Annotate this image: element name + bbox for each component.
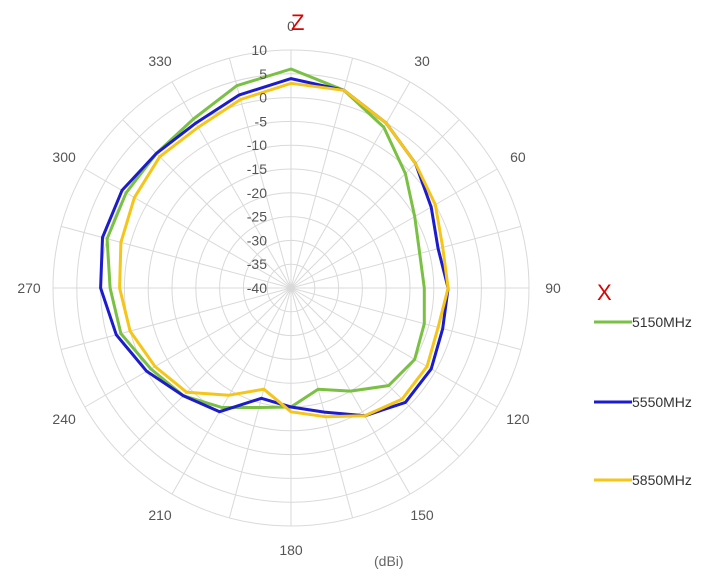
angle-tick-label: 330 [148,53,172,69]
grid-spoke [290,287,498,408]
unit-label: (dBi) [374,553,404,569]
radial-tick-label: -40 [247,280,267,296]
radial-tick-label: -35 [247,256,267,272]
legend-label: 5550MHz [632,394,692,410]
angle-tick-label: 30 [414,53,430,69]
radial-tick-label: -20 [247,185,267,201]
grid-spoke [122,287,292,457]
legend: 5150MHz 5550MHz 5850MHz [594,314,692,488]
radial-tick-label: 0 [259,90,267,106]
series-layer [99,67,450,419]
axis-mark-z: Z [291,10,304,35]
radial-tick-labels: 10 5 0 -5 -10 -15 -20 -25 -30 -35 -40 [247,42,267,296]
angle-tick-label: 150 [410,507,434,523]
radial-tick-label: -5 [255,113,268,129]
grid-spoke [290,119,460,289]
grid-spoke [290,57,354,289]
angle-tick-label: 90 [545,280,561,296]
grid-spoke [171,81,292,289]
angle-tick-labels: 0 30 60 90 120 150 180 210 240 270 300 330 [17,18,561,558]
grid-spoke [290,287,460,457]
angle-tick-label: 60 [510,149,526,165]
angle-tick-label: 120 [506,411,530,427]
legend-label: 5850MHz [632,472,692,488]
series-line-5550mhz [99,77,450,418]
angle-tick-label: 300 [52,149,76,165]
grid-spoke [290,287,522,351]
radial-tick-label: 5 [259,66,267,82]
axis-mark-x: X [597,280,612,305]
radial-tick-label: -30 [247,232,267,248]
grid-spoke [290,225,522,289]
angle-tick-label: 210 [148,507,172,523]
grid-spoke [290,81,411,289]
angular-grid [53,50,529,526]
angle-tick-label: 180 [279,542,303,558]
radial-tick-label: -15 [247,161,267,177]
grid-spoke [84,168,292,289]
grid-spoke [290,168,498,289]
grid-spoke [60,287,292,351]
series-line-5850mhz [118,81,450,419]
angle-tick-label: 0 [287,18,295,34]
grid-spoke [290,287,354,519]
legend-label: 5150MHz [632,314,692,330]
radial-tick-label: -25 [247,209,267,225]
grid-spoke [122,119,292,289]
angle-tick-label: 270 [17,280,41,296]
grid-spoke [60,225,292,289]
grid-spoke [84,287,292,408]
angle-tick-label: 240 [52,411,76,427]
grid-spoke [228,287,292,519]
radial-tick-label: -10 [247,137,267,153]
grid-spoke [171,287,292,495]
radial-tick-label: 10 [251,42,267,58]
